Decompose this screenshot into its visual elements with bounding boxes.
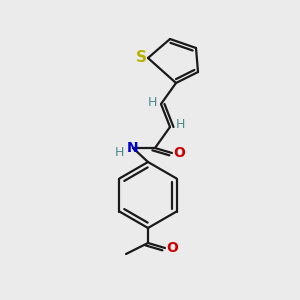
Text: H: H — [114, 146, 124, 160]
Text: O: O — [166, 241, 178, 255]
Text: O: O — [173, 146, 185, 160]
Text: H: H — [175, 118, 185, 131]
Text: N: N — [127, 141, 139, 155]
Text: S: S — [136, 50, 146, 64]
Text: H: H — [147, 95, 157, 109]
